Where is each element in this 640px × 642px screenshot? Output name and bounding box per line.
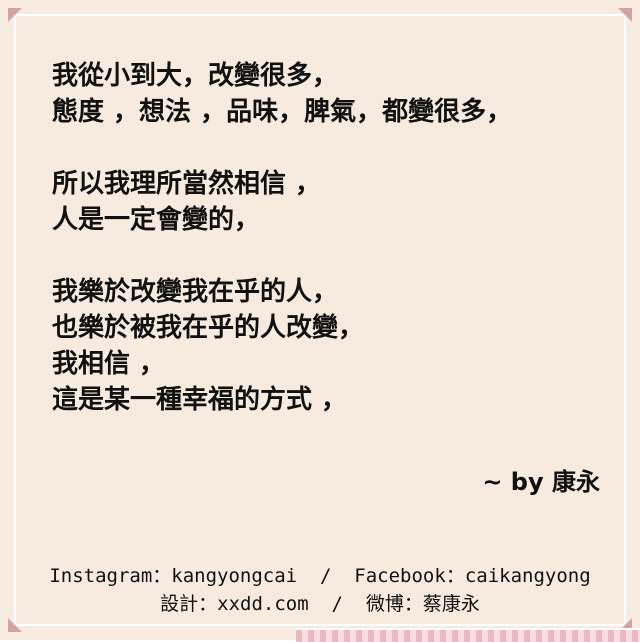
poem-text: 我從小到大，改變很多， 態度 ，想法 ，品味，脾氣，都變很多， 所以我理所當然相… <box>52 58 632 454</box>
poem-line: 我相信 ， <box>52 349 166 379</box>
poem-stanza: 所以我理所當然相信 ， 人是一定會變的， <box>52 166 632 238</box>
poem-line: 人是一定會變的， <box>52 205 261 235</box>
poem-stanza: 我樂於改變我在乎的人， 也樂於被我在乎的人改變， 我相信 ， 這是某一種幸福的方… <box>52 274 632 418</box>
social-handles: Instagram：kangyongcai / Facebook：caikang… <box>49 565 591 587</box>
card-frame <box>14 14 626 626</box>
design-credit: 設計：xxdd.com / 微博：蔡康永 <box>160 593 480 615</box>
decorative-ribbon <box>296 628 640 642</box>
corner-decoration-top-right <box>618 8 632 22</box>
poem-line: 也樂於被我在乎的人改變， <box>52 313 365 343</box>
poem-line: 我樂於改變我在乎的人， <box>52 277 339 307</box>
corner-decoration-bottom-left <box>8 618 22 632</box>
author-signature: ~ by 康永 <box>482 468 600 496</box>
poem-line: 所以我理所當然相信 ， <box>52 169 322 199</box>
corner-decoration-top-left <box>8 8 22 22</box>
credits-footer: Instagram：kangyongcai / Facebook：caikang… <box>0 562 640 618</box>
poem-line: 我從小到大，改變很多， <box>52 61 339 91</box>
poem-stanza: 我從小到大，改變很多， 態度 ，想法 ，品味，脾氣，都變很多， <box>52 58 632 130</box>
poem-line: 態度 ，想法 ，品味，脾氣，都變很多， <box>52 97 513 127</box>
poem-line: 這是某一種幸福的方式 ， <box>52 385 348 415</box>
